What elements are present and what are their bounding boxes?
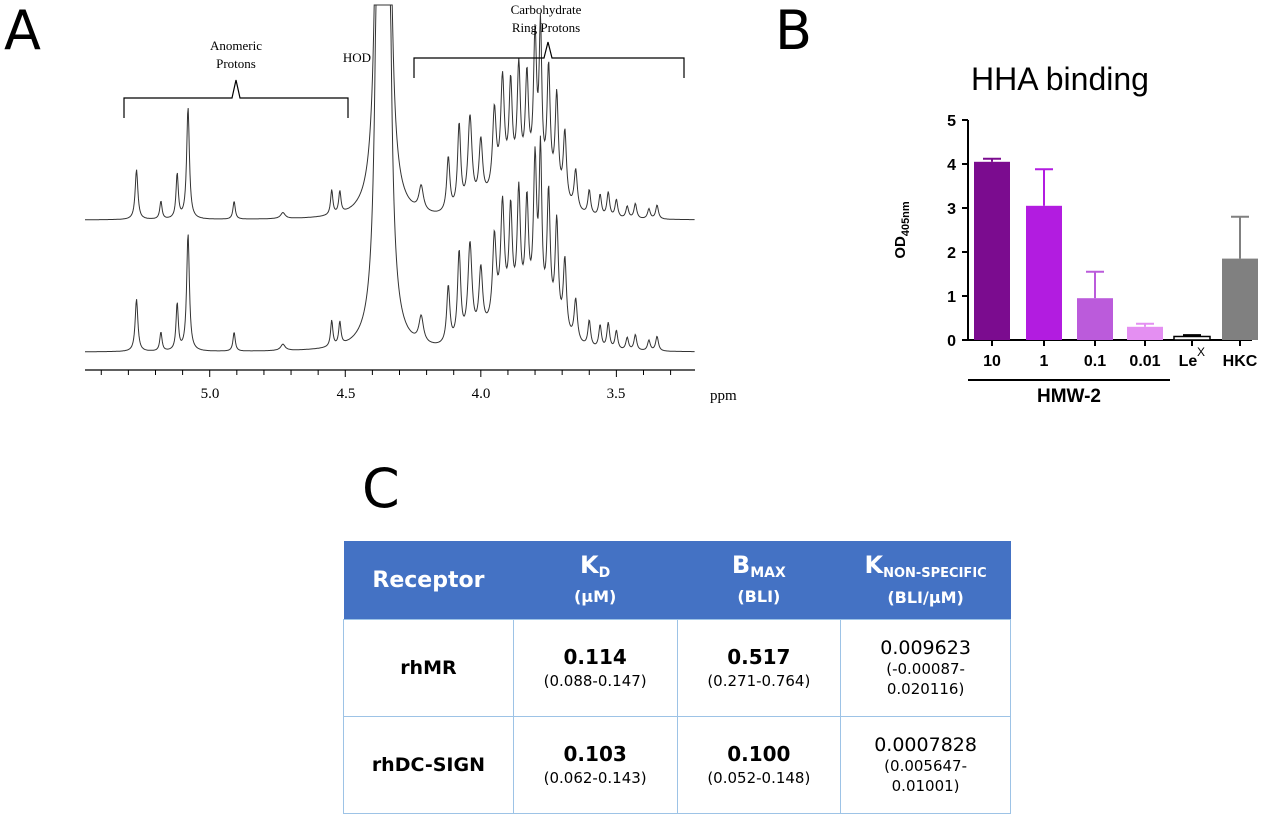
- nmr-tick-label-5-0: 5.0: [201, 386, 220, 402]
- row-bmax-value: 0.100: [727, 742, 791, 766]
- row-bmax-ci: (0.052-0.148): [707, 769, 811, 787]
- hod-label: HOD: [343, 50, 371, 65]
- panel-label-c: C: [362, 457, 400, 520]
- row-bmax: 0.517 (0.271-0.764): [676, 619, 842, 717]
- y-tick-label: 0: [947, 333, 956, 350]
- nmr-x-axis-ticks: [100, 370, 672, 377]
- nmr-axis-unit: ppm: [710, 388, 737, 404]
- bar-HKC: [1222, 258, 1258, 340]
- row-bmax-ci: (0.271-0.764): [707, 672, 811, 690]
- bar-Le: [1173, 335, 1211, 341]
- bar-0.01: [1127, 326, 1163, 340]
- nmr-spectrum-trace-top: [85, 4, 695, 221]
- row-bmax-value: 0.517: [727, 645, 791, 669]
- x-tick-label: 1: [1040, 353, 1049, 370]
- hha-binding-chart: HHA binding OD405nm 0 1 2 3 4 5 10 1 0.1 0.01 LeX…: [892, 61, 1258, 407]
- header-receptor: Receptor: [343, 541, 514, 620]
- anomeric-bracket: [123, 79, 349, 118]
- anomeric-label-line2: Protons: [216, 56, 256, 71]
- header-kns-unit: (BLI/µM): [887, 587, 964, 607]
- y-tick-label: 2: [947, 245, 956, 262]
- header-kns-main: K: [864, 550, 884, 579]
- x-tick-label: HKC: [1223, 353, 1258, 370]
- binding-kinetics-table: Receptor KD (µM) BMAX (BLI) KNON-SPECIFI…: [343, 541, 1011, 814]
- y-tick-label: 3: [947, 201, 956, 218]
- table-row: rhDC-SIGN 0.103 (0.062-0.143) 0.100 (0.0…: [343, 716, 1011, 814]
- bar-10: [974, 161, 1010, 340]
- y-axis-label: OD405nm: [892, 201, 912, 259]
- header-bmax-sub: MAX: [750, 565, 786, 581]
- x-tick-label: 0.01: [1129, 353, 1160, 370]
- row-kns-ci-1: (0.005647-: [884, 757, 968, 775]
- row-kns-value: 0.0007828: [874, 734, 977, 756]
- row-receptor: rhMR: [343, 619, 514, 717]
- x-tick-label: Le: [1179, 353, 1198, 370]
- y-axis-label-main: OD: [892, 236, 909, 259]
- nmr-spectrum-figure: Anomeric Protons HOD Carbohydrate Ring P…: [85, 2, 737, 404]
- x-tick-label: 0.1: [1084, 353, 1106, 370]
- bar-1: [1026, 205, 1062, 340]
- nmr-tick-label-4-0: 4.0: [472, 386, 491, 402]
- row-kd-value: 0.103: [563, 742, 627, 766]
- header-bmax: BMAX (BLI): [677, 541, 841, 620]
- bar-0.1: [1077, 298, 1113, 340]
- row-kns-value: 0.009623: [880, 637, 971, 659]
- nmr-tick-label-3-5: 3.5: [607, 386, 626, 402]
- row-receptor: rhDC-SIGN: [343, 716, 514, 814]
- header-bmax-unit: (BLI): [737, 587, 781, 606]
- carbohydrate-bracket: [413, 41, 685, 78]
- header-bmax-main: B: [731, 551, 751, 579]
- carbohydrate-label-line2: Ring Protons: [512, 20, 580, 35]
- nmr-tick-label-4-5: 4.5: [337, 386, 356, 402]
- header-kns-sub: NON-SPECIFIC: [883, 565, 987, 581]
- row-kd-value: 0.114: [563, 645, 627, 669]
- y-tick-label: 4: [947, 157, 956, 174]
- chart-title: HHA binding: [971, 61, 1149, 97]
- row-kd: 0.103 (0.062-0.143): [512, 716, 678, 814]
- x-tick-label-superscript: X: [1197, 345, 1205, 359]
- group-label: HMW-2: [1037, 386, 1101, 407]
- x-tick-label: 10: [983, 353, 1001, 370]
- y-tick-label: 1: [947, 289, 956, 306]
- table-header-row: Receptor KD (µM) BMAX (BLI) KNON-SPECIFI…: [343, 541, 1011, 620]
- y-tick-label: 5: [947, 113, 956, 130]
- anomeric-label-line1: Anomeric: [210, 38, 262, 53]
- row-kd-ci: (0.088-0.147): [543, 672, 647, 690]
- panel-label-a: A: [4, 0, 41, 62]
- row-kns: 0.0007828 (0.005647- 0.01001): [840, 716, 1011, 814]
- header-k-nonspecific: KNON-SPECIFIC (BLI/µM): [840, 541, 1011, 620]
- bar-series: [974, 157, 1258, 341]
- table-row: rhMR 0.114 (0.088-0.147) 0.517 (0.271-0.…: [343, 619, 1011, 717]
- x-axis-labels: 10 1 0.1 0.01 LeX HKC: [983, 340, 1258, 370]
- header-kd-main: K: [580, 551, 599, 579]
- header-kd-unit: (µM): [573, 587, 617, 606]
- row-bmax: 0.100 (0.052-0.148): [676, 716, 842, 814]
- row-kns-ci-2: 0.020116): [886, 680, 965, 698]
- row-kd-ci: (0.062-0.143): [543, 769, 647, 787]
- carbohydrate-label-line1: Carbohydrate: [511, 2, 582, 17]
- y-axis-label-sub: 405nm: [900, 201, 912, 236]
- row-kns-ci-2: 0.01001): [891, 777, 960, 795]
- nmr-spectrum-trace-bottom: [85, 4, 695, 353]
- header-kd-sub: D: [598, 565, 611, 581]
- header-kd: KD (µM): [513, 541, 677, 620]
- row-kns: 0.009623 (-0.00087- 0.020116): [840, 619, 1011, 717]
- row-kd: 0.114 (0.088-0.147): [512, 619, 678, 717]
- row-kns-ci-1: (-0.00087-: [886, 660, 965, 678]
- panel-label-b: B: [775, 0, 813, 62]
